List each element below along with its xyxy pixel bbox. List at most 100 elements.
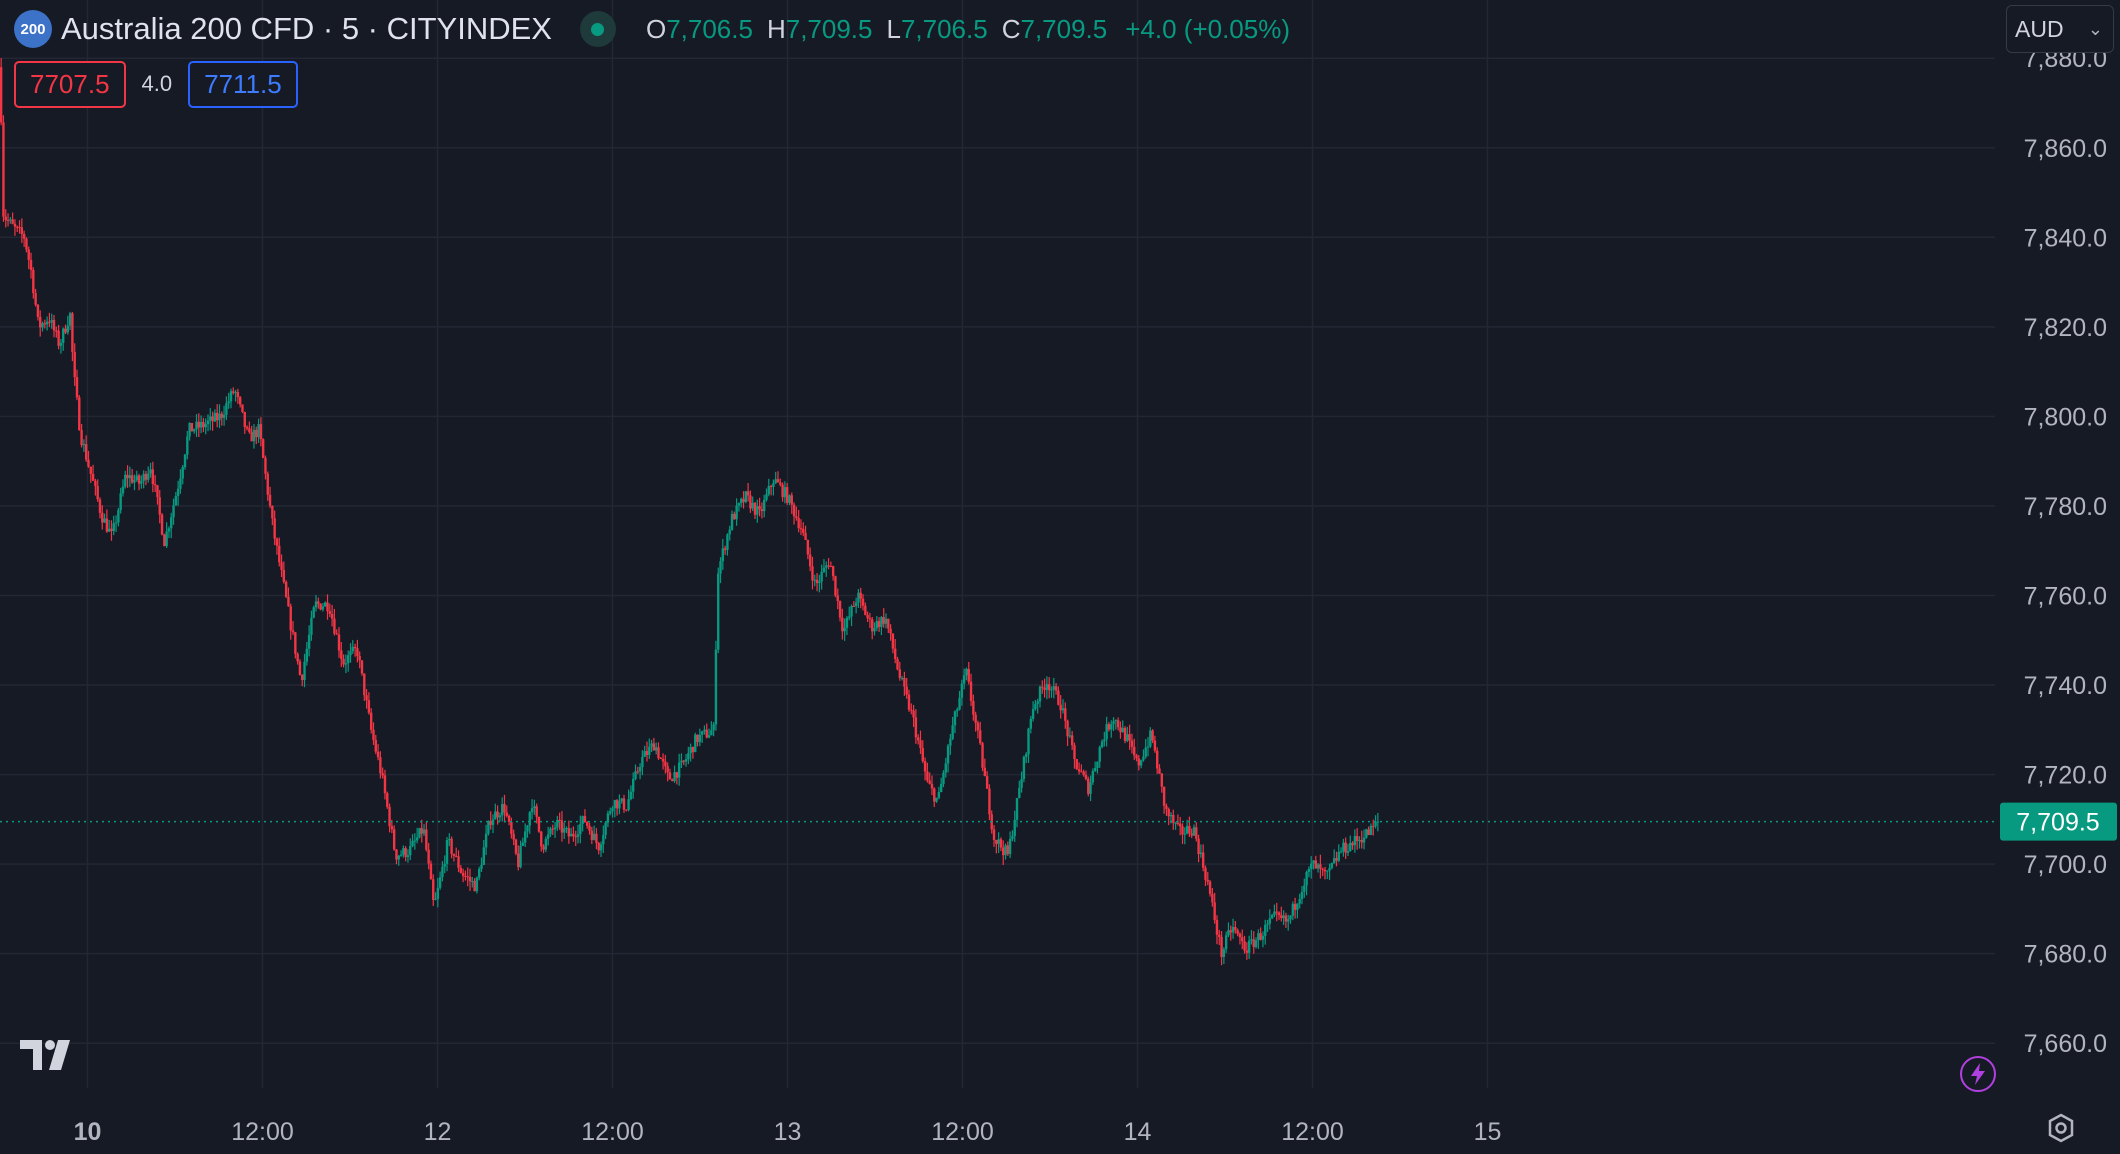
candle-body bbox=[133, 480, 136, 483]
candle-body bbox=[438, 877, 442, 888]
candle-body bbox=[507, 815, 511, 822]
candle-body bbox=[27, 249, 30, 260]
candle-body bbox=[156, 485, 159, 498]
candle-body bbox=[353, 646, 357, 649]
candle-body bbox=[1176, 822, 1180, 824]
candle-body bbox=[1247, 940, 1251, 953]
candle-body bbox=[1227, 930, 1230, 936]
candle-body bbox=[597, 842, 600, 851]
candle-body bbox=[997, 839, 1000, 844]
candle-body bbox=[68, 313, 72, 326]
candle-body bbox=[873, 628, 876, 632]
candle-body bbox=[1149, 730, 1152, 747]
candle-body bbox=[825, 565, 828, 568]
candle-body bbox=[1061, 708, 1065, 711]
candle-body bbox=[836, 595, 839, 601]
currency-select[interactable]: AUD ⌄ bbox=[2006, 5, 2114, 53]
candle-body bbox=[18, 226, 21, 228]
candle-body bbox=[236, 392, 240, 398]
market-status-icon[interactable] bbox=[579, 11, 616, 47]
candle-body bbox=[165, 531, 168, 547]
candle-body bbox=[684, 759, 688, 762]
candle-body bbox=[87, 459, 90, 467]
market-open-dot bbox=[591, 22, 605, 36]
candle-body bbox=[294, 632, 297, 654]
candle-body bbox=[151, 469, 155, 485]
candle-body bbox=[746, 491, 750, 496]
candle-body bbox=[1057, 690, 1060, 705]
candle-body bbox=[1034, 703, 1037, 709]
candle-body bbox=[1238, 933, 1242, 938]
candle-body bbox=[567, 828, 571, 837]
y-tick-label: 7,700.0 bbox=[2024, 851, 2107, 879]
candle-body bbox=[381, 773, 384, 776]
candle-body bbox=[1314, 860, 1317, 869]
candle-body bbox=[459, 867, 463, 873]
candle-body bbox=[351, 646, 354, 652]
candle-body bbox=[831, 566, 835, 577]
candle-body bbox=[728, 529, 731, 535]
candle-body bbox=[503, 804, 506, 813]
open-value: 7,706.5 bbox=[666, 13, 753, 44]
candle-body bbox=[1077, 769, 1081, 772]
candle-body bbox=[1284, 915, 1288, 922]
candle-body bbox=[94, 480, 97, 487]
spread-value: 4.0 bbox=[141, 71, 173, 96]
candle-body bbox=[891, 633, 895, 649]
candle-body bbox=[609, 811, 612, 814]
settings-icon[interactable] bbox=[2046, 1113, 2076, 1148]
candle-body bbox=[1222, 949, 1226, 958]
sell-button[interactable]: 7707.5 bbox=[14, 60, 126, 108]
candle-body bbox=[179, 478, 182, 489]
candle-body bbox=[48, 321, 51, 323]
candle-body bbox=[1158, 768, 1161, 774]
candle-body bbox=[1199, 852, 1203, 855]
candle-body bbox=[57, 330, 60, 346]
candle-body bbox=[514, 839, 518, 854]
price-change: +4.0 (+0.05%) bbox=[1125, 13, 1291, 44]
candle-body bbox=[1264, 924, 1267, 936]
candle-body bbox=[590, 830, 594, 840]
candle-body bbox=[880, 617, 883, 628]
candle-body bbox=[664, 761, 667, 767]
candle-body bbox=[1346, 851, 1350, 853]
candle-body bbox=[700, 731, 704, 735]
candle-body bbox=[1268, 918, 1272, 924]
candle-body bbox=[1018, 787, 1021, 799]
candle-body bbox=[20, 227, 24, 234]
candle-body bbox=[799, 528, 803, 530]
symbol-title[interactable]: Australia 200 CFD · 5 · CITYINDEX bbox=[61, 11, 552, 46]
candle-body bbox=[1121, 727, 1124, 733]
candle-body bbox=[2, 122, 5, 217]
buy-button[interactable]: 7711.5 bbox=[188, 60, 298, 108]
candle-body bbox=[1020, 778, 1023, 788]
candle-body bbox=[1107, 724, 1111, 730]
flash-icon[interactable] bbox=[1959, 1055, 1997, 1098]
x-tick-label: 13 bbox=[774, 1118, 802, 1146]
candle-body bbox=[275, 538, 279, 546]
tradingview-logo-icon[interactable] bbox=[20, 1040, 84, 1077]
candle-body bbox=[611, 808, 614, 812]
candle-body bbox=[1112, 721, 1115, 725]
candle-body bbox=[163, 534, 166, 547]
open-key: O bbox=[645, 13, 667, 44]
candle-body bbox=[1328, 868, 1331, 871]
candle-body bbox=[765, 494, 768, 500]
candle-body bbox=[622, 798, 626, 810]
candle-body bbox=[680, 760, 683, 763]
candle-body bbox=[1050, 689, 1053, 691]
candle-body bbox=[484, 833, 488, 848]
candle-body bbox=[287, 596, 290, 607]
candle-body bbox=[1280, 915, 1283, 919]
candle-body bbox=[772, 483, 775, 487]
candle-body bbox=[854, 602, 858, 607]
candle-body bbox=[523, 831, 527, 843]
symbol-badge[interactable]: 200 bbox=[14, 10, 52, 48]
candle-body bbox=[528, 812, 531, 826]
candle-body bbox=[558, 819, 561, 821]
candle-body bbox=[204, 424, 207, 428]
candle-body bbox=[1169, 814, 1173, 817]
candle-body bbox=[900, 677, 904, 679]
candle-body bbox=[829, 566, 833, 568]
